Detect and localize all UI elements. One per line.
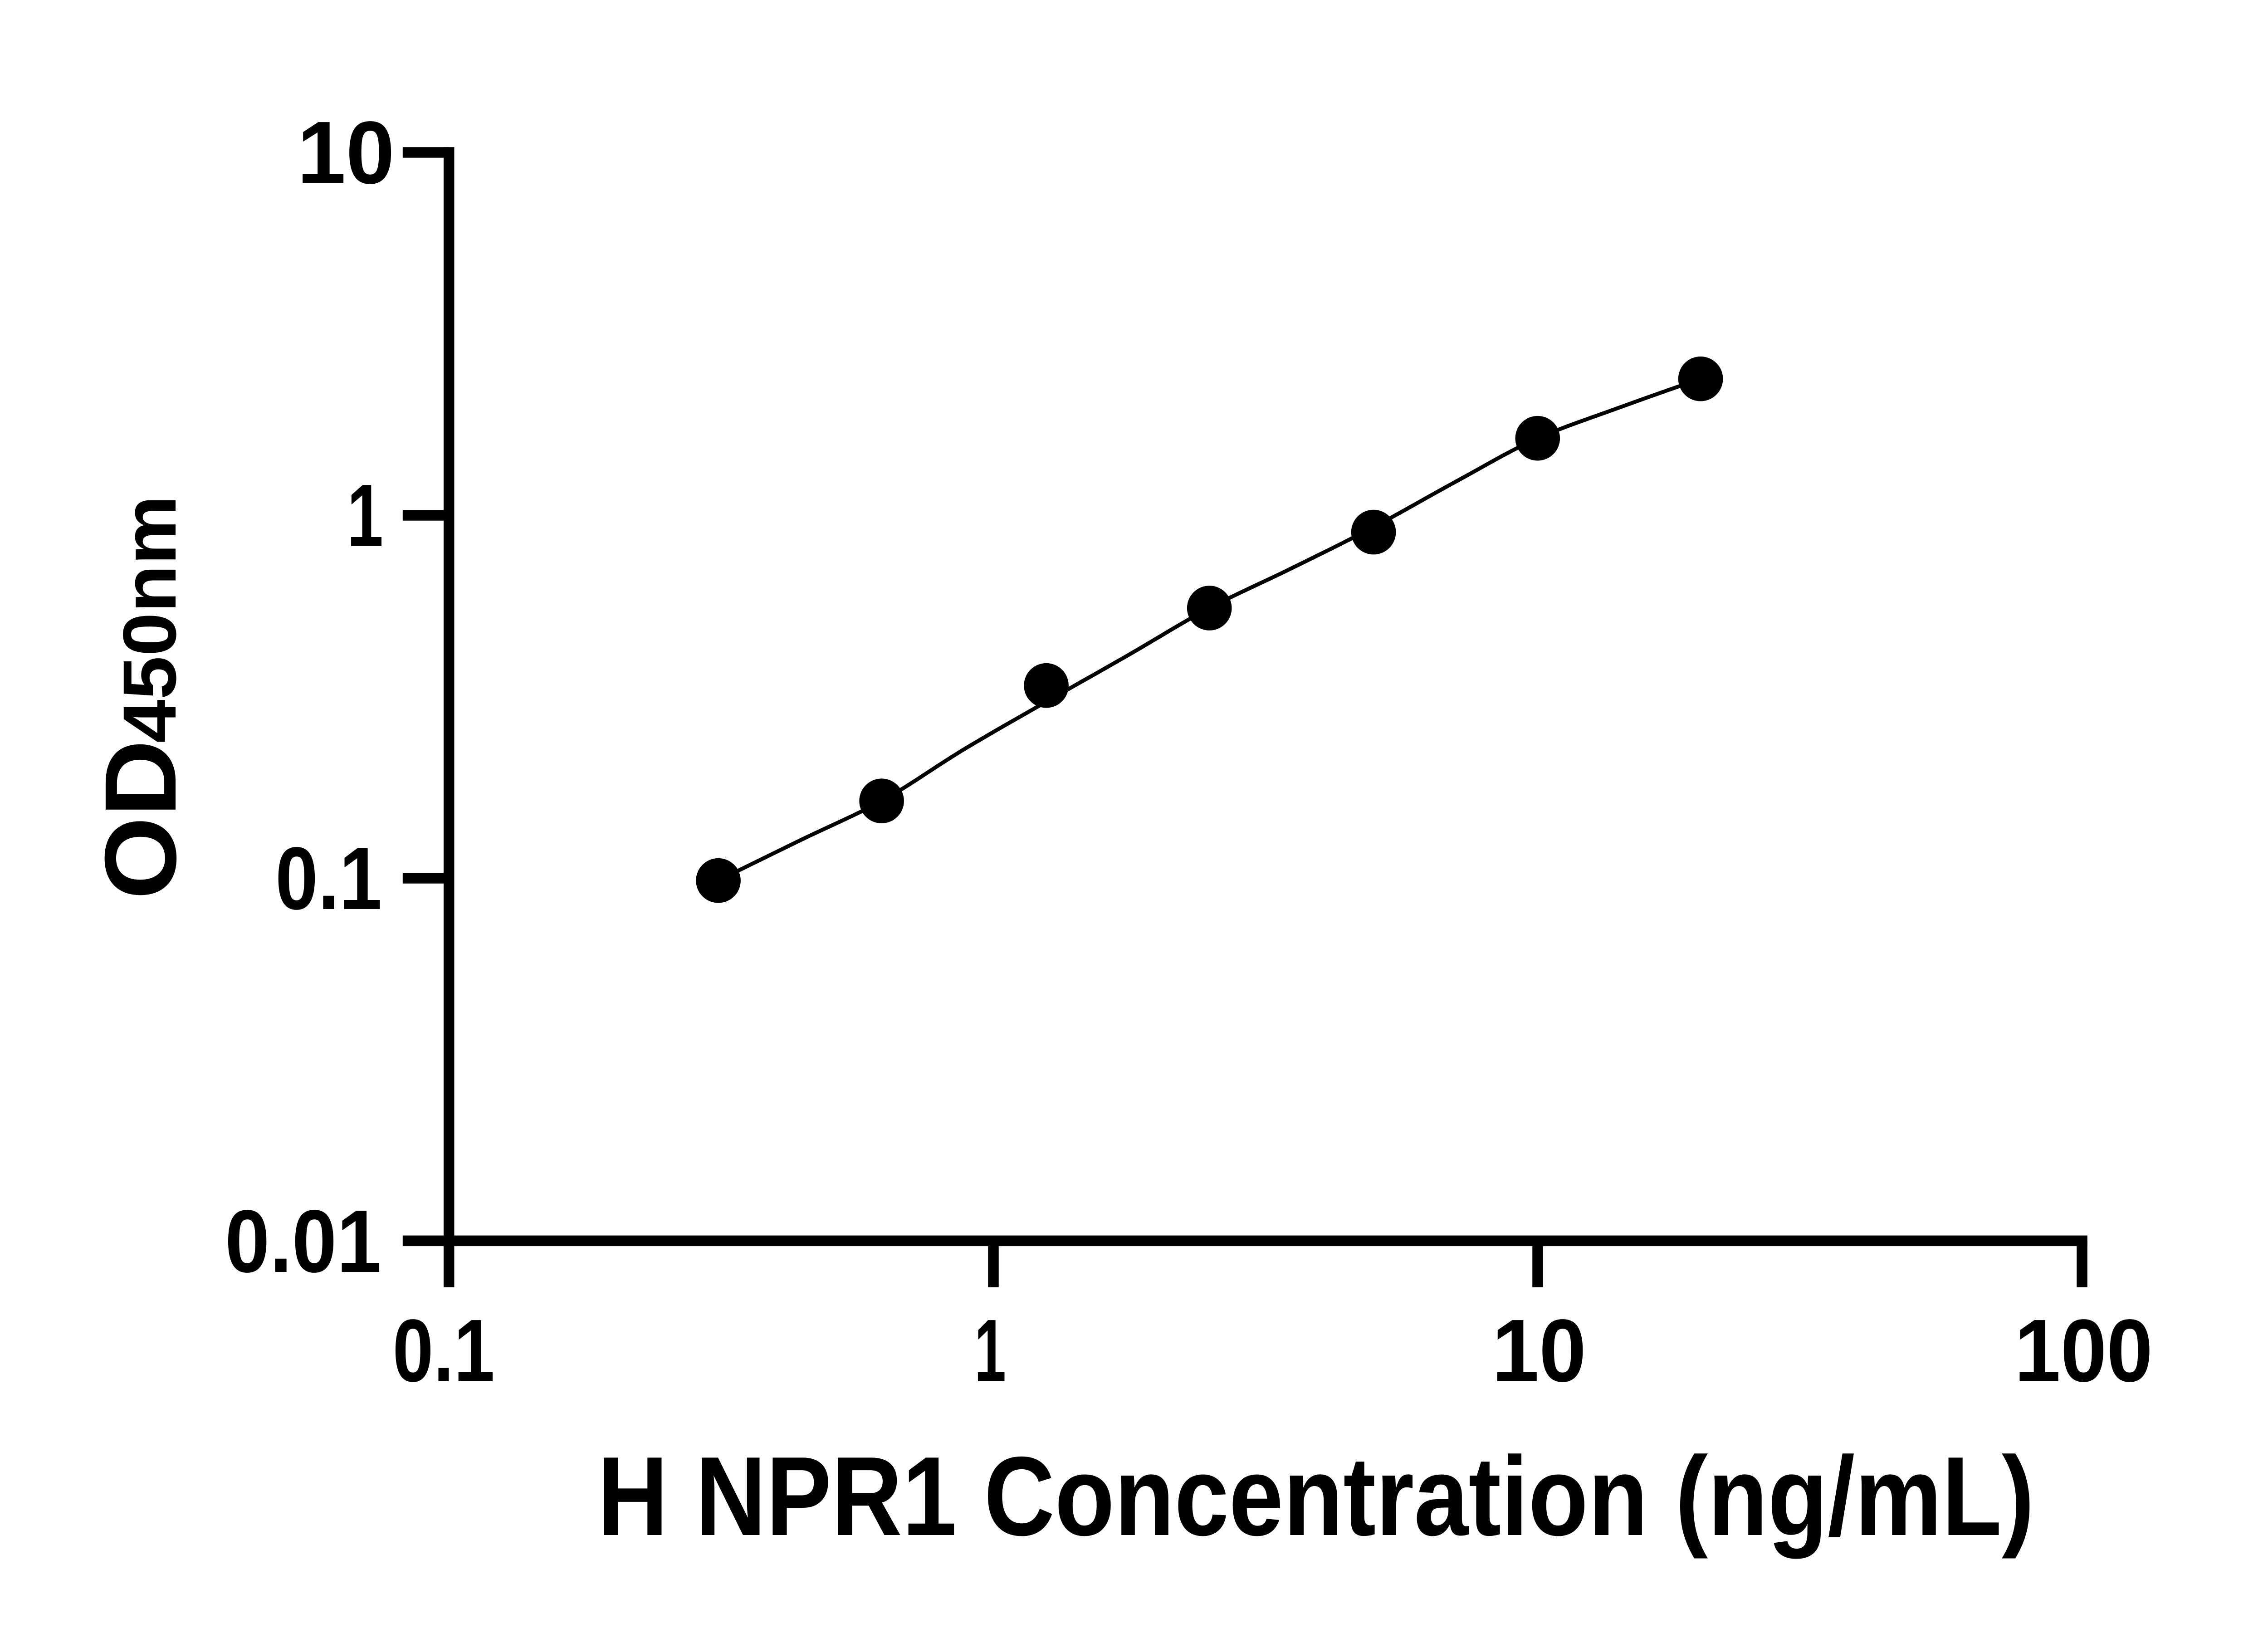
svg-text:0.1: 0.1 [275, 829, 382, 928]
svg-text:1: 1 [974, 1301, 1006, 1400]
svg-text:0.1: 0.1 [393, 1301, 495, 1400]
svg-text:1: 1 [347, 466, 383, 565]
svg-text:10: 10 [1492, 1301, 1586, 1400]
svg-text:100: 100 [2014, 1301, 2153, 1400]
svg-text:OD: OD [84, 740, 197, 900]
svg-text:10: 10 [297, 103, 395, 202]
svg-text:0.01: 0.01 [225, 1192, 381, 1291]
svg-text:450nm: 450nm [108, 495, 192, 743]
svg-text:H NPR1 Concentration (ng/mL): H NPR1 Concentration (ng/mL) [597, 1433, 2034, 1559]
